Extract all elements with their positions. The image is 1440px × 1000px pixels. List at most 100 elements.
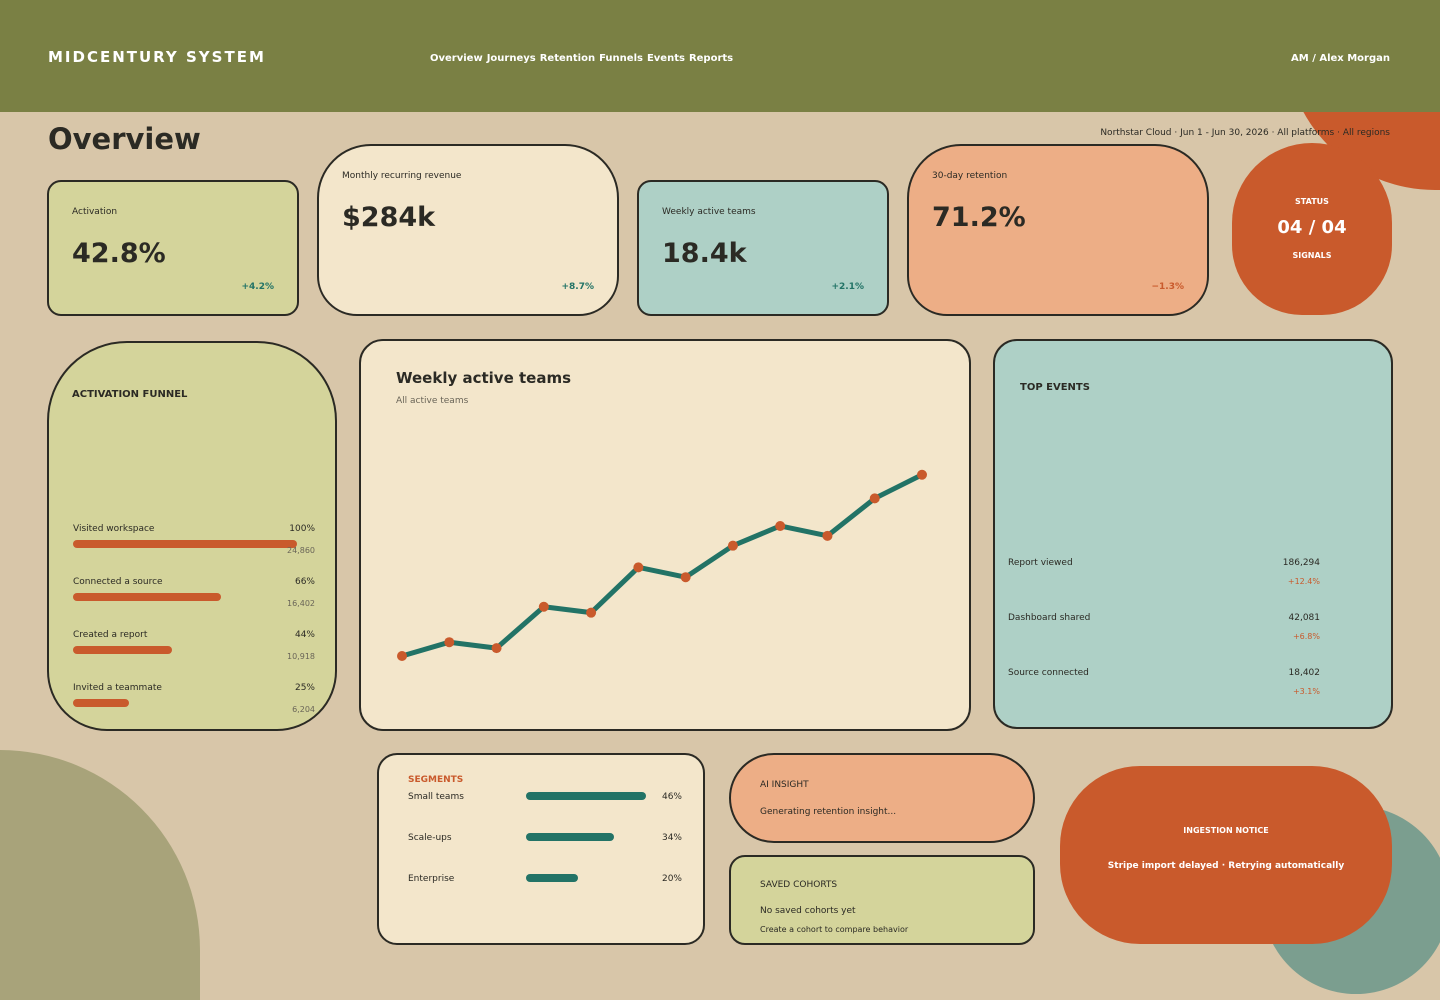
kpi-delta: +4.2% xyxy=(241,282,274,292)
data-point-1[interactable] xyxy=(444,637,455,648)
kpi-card-weekly-active-teams[interactable]: Weekly active teams 18.4k +2.1% xyxy=(637,180,889,316)
line-chart xyxy=(397,469,927,661)
event-count: 42,081 xyxy=(1288,613,1321,623)
cohorts-hint[interactable]: Create a cohort to compare behavior xyxy=(760,925,909,934)
segment-bar xyxy=(526,792,646,800)
segment-pct: 46% xyxy=(661,792,682,802)
events-title: TOP EVENTS xyxy=(1020,382,1090,393)
brand-logo[interactable]: MIDCENTURY SYSTEM xyxy=(48,48,266,66)
chart-subtitle: All active teams xyxy=(396,396,469,406)
data-point-5[interactable] xyxy=(633,562,644,573)
page-title: Overview xyxy=(48,122,201,156)
segment-row[interactable]: Scale-ups 34% xyxy=(408,833,682,847)
event-delta: +6.8% xyxy=(1292,632,1320,641)
kpi-card-activation[interactable]: Activation 42.8% +4.2% xyxy=(47,180,299,316)
event-count: 186,294 xyxy=(1282,558,1320,568)
nav-retention[interactable]: Retention xyxy=(539,53,596,64)
segment-pct: 20% xyxy=(661,874,682,884)
event-row[interactable]: Source connected 18,402 +3.1% xyxy=(1008,668,1320,708)
kpi-label: Monthly recurring revenue xyxy=(342,171,462,181)
kpi-delta: −1.3% xyxy=(1151,282,1184,292)
segments-card: SEGMENTS Small teams 46% Scale-ups 34% E… xyxy=(377,753,705,945)
data-point-8[interactable] xyxy=(775,520,786,531)
kpi-value: $284k xyxy=(342,202,436,233)
nav-reports[interactable]: Reports xyxy=(688,53,734,64)
funnel-step-bar xyxy=(73,593,221,601)
kpi-label: Activation xyxy=(72,207,118,217)
insight-title: AI INSIGHT xyxy=(760,780,809,790)
kpi-label: Weekly active teams xyxy=(662,207,756,217)
funnel-step-name: Created a report xyxy=(73,630,148,640)
nav-funnels[interactable]: Funnels xyxy=(599,53,643,64)
activation-funnel-card: ACTIVATION FUNNEL Visited workspace 100%… xyxy=(47,341,337,731)
funnel-step-pct: 66% xyxy=(294,577,315,587)
kpi-value: 42.8% xyxy=(72,238,166,269)
funnel-step-count: 24,860 xyxy=(287,546,315,555)
top-events-card: TOP EVENTS Report viewed 186,294 +12.4% … xyxy=(993,339,1393,729)
funnel-step[interactable]: Created a report 44% 10,918 xyxy=(73,630,315,680)
funnel-step-count: 6,204 xyxy=(292,705,315,714)
funnel-step-count: 16,402 xyxy=(287,599,315,608)
event-name: Dashboard shared xyxy=(1008,613,1091,623)
data-point-2[interactable] xyxy=(491,643,502,654)
funnel-title: ACTIVATION FUNNEL xyxy=(72,389,188,400)
main-nav: Overview Journeys Retention Funnels Even… xyxy=(430,53,733,64)
segment-bar xyxy=(526,833,615,841)
user-menu[interactable]: AM / Alex Morgan xyxy=(1291,53,1390,64)
segment-row[interactable]: Small teams 46% xyxy=(408,792,682,806)
cohorts-title: SAVED COHORTS xyxy=(760,880,838,890)
funnel-step-name: Invited a teammate xyxy=(73,683,162,693)
data-point-0[interactable] xyxy=(397,651,407,661)
event-name: Report viewed xyxy=(1008,558,1073,568)
chart-title: Weekly active teams xyxy=(396,369,571,387)
status-value: 04 / 04 xyxy=(1277,217,1347,238)
funnel-step[interactable]: Connected a source 66% 16,402 xyxy=(73,577,315,627)
segment-name: Small teams xyxy=(408,792,464,802)
funnel-step-name: Connected a source xyxy=(73,577,163,587)
segments-title: SEGMENTS xyxy=(408,775,464,785)
data-point-10[interactable] xyxy=(869,493,880,504)
status-badge[interactable]: STATUS 04 / 04 SIGNALS xyxy=(1232,143,1392,315)
event-row[interactable]: Report viewed 186,294 +12.4% xyxy=(1008,558,1320,598)
kpi-delta: +2.1% xyxy=(831,282,864,292)
data-point-7[interactable] xyxy=(727,540,738,551)
data-point-3[interactable] xyxy=(538,601,549,612)
event-delta: +3.1% xyxy=(1292,687,1320,696)
top-bar: MIDCENTURY SYSTEM Overview Journeys Rete… xyxy=(0,0,1440,112)
segment-name: Scale-ups xyxy=(408,833,452,843)
filter-context[interactable]: Northstar Cloud · Jun 1 - Jun 30, 2026 ·… xyxy=(1100,128,1390,138)
funnel-step[interactable]: Visited workspace 100% 24,860 xyxy=(73,524,315,574)
kpi-value: 18.4k xyxy=(662,238,747,269)
nav-journeys[interactable]: Journeys xyxy=(486,53,536,64)
notice-text: Stripe import delayed · Retrying automat… xyxy=(1107,861,1345,871)
nav-overview[interactable]: Overview xyxy=(430,53,483,64)
kpi-card-retention[interactable]: 30-day retention 71.2% −1.3% xyxy=(907,144,1209,316)
data-point-6[interactable] xyxy=(680,572,691,583)
weekly-active-teams-chart-card: Weekly active teams All active teams xyxy=(359,339,971,731)
funnel-step-pct: 25% xyxy=(294,683,315,693)
funnel-step-bar xyxy=(73,646,172,654)
data-point-11[interactable] xyxy=(917,469,927,480)
funnel-step-pct: 100% xyxy=(289,524,315,534)
notice-title: INGESTION NOTICE xyxy=(1183,826,1269,835)
data-point-4[interactable] xyxy=(586,607,597,618)
ingestion-notice[interactable]: INGESTION NOTICE Stripe import delayed ·… xyxy=(1060,766,1392,944)
event-row[interactable]: Dashboard shared 42,081 +6.8% xyxy=(1008,613,1320,653)
kpi-card-mrr[interactable]: Monthly recurring revenue $284k +8.7% xyxy=(317,144,619,316)
segment-bar xyxy=(526,874,578,882)
funnel-step-bar xyxy=(73,540,297,548)
event-name: Source connected xyxy=(1008,668,1089,678)
segment-row[interactable]: Enterprise 20% xyxy=(408,874,682,888)
status-label: STATUS xyxy=(1295,197,1329,206)
series-line xyxy=(399,472,925,659)
segment-pct: 34% xyxy=(661,833,682,843)
cohorts-empty-text: No saved cohorts yet xyxy=(760,906,856,916)
funnel-step[interactable]: Invited a teammate 25% 6,204 xyxy=(73,683,315,729)
funnel-step-pct: 44% xyxy=(294,630,315,640)
segment-name: Enterprise xyxy=(408,874,455,884)
decorative-shape xyxy=(0,750,200,1000)
funnel-step-bar xyxy=(73,699,129,707)
data-point-9[interactable] xyxy=(822,530,833,541)
kpi-delta: +8.7% xyxy=(561,282,594,292)
nav-events[interactable]: Events xyxy=(646,53,685,64)
